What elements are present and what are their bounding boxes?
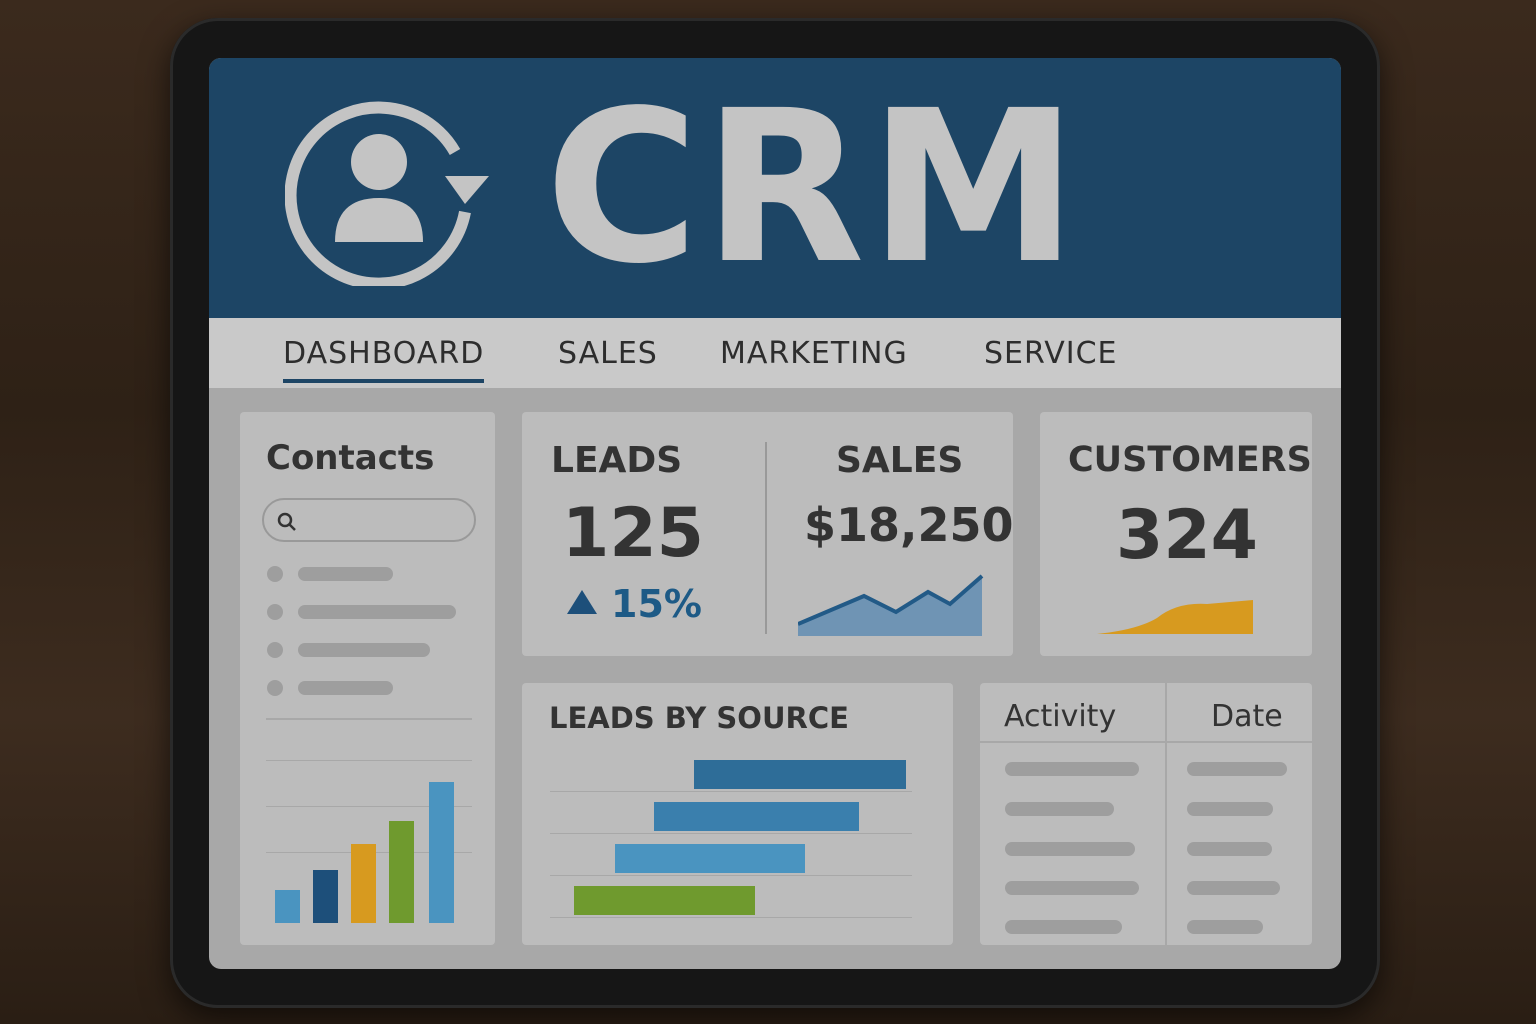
sales-value: $18,250 bbox=[804, 498, 1014, 552]
column-header-date[interactable]: Date bbox=[1211, 699, 1283, 734]
column-header-activity[interactable]: Activity bbox=[1004, 699, 1117, 734]
leads-value: 125 bbox=[562, 494, 704, 573]
contact-search-input[interactable] bbox=[262, 498, 476, 542]
customers-sparkline bbox=[1097, 600, 1253, 634]
contacts-title: Contacts bbox=[266, 438, 435, 478]
source-bar bbox=[694, 760, 906, 789]
activity-row[interactable] bbox=[1005, 920, 1122, 934]
app-title: CRM bbox=[545, 65, 1082, 310]
app-header: CRM bbox=[209, 58, 1341, 318]
tablet-screen: CRM DASHBOARD SALES MARKETING SERVICE Co… bbox=[209, 58, 1341, 969]
leads-by-source-title: LEADS BY SOURCE bbox=[549, 701, 849, 735]
date-cell bbox=[1187, 802, 1273, 816]
trend-up-icon bbox=[567, 590, 597, 614]
main-nav: DASHBOARD SALES MARKETING SERVICE bbox=[209, 318, 1341, 388]
crm-logo-icon bbox=[285, 101, 489, 286]
header-divider bbox=[980, 741, 1312, 743]
activity-table: Activity Date bbox=[980, 683, 1312, 945]
contacts-card: Contacts bbox=[240, 412, 495, 945]
contacts-bar bbox=[275, 890, 300, 923]
gridline bbox=[550, 917, 912, 918]
activity-row[interactable] bbox=[1005, 802, 1114, 816]
contacts-bar bbox=[313, 870, 338, 923]
gridline bbox=[550, 791, 912, 792]
sales-label: SALES bbox=[836, 440, 964, 481]
column-divider bbox=[1165, 683, 1167, 945]
contact-avatar bbox=[267, 680, 283, 696]
activity-row[interactable] bbox=[1005, 842, 1135, 856]
source-bar bbox=[654, 802, 859, 831]
divider bbox=[765, 442, 767, 634]
date-cell bbox=[1187, 842, 1272, 856]
sales-sparkline bbox=[798, 574, 984, 636]
leads-by-source-card: LEADS BY SOURCE bbox=[522, 683, 953, 945]
contact-avatar bbox=[267, 604, 283, 620]
tab-sales[interactable]: SALES bbox=[558, 336, 658, 371]
activity-row[interactable] bbox=[1005, 762, 1139, 776]
gridline bbox=[266, 760, 472, 761]
contact-list-item[interactable] bbox=[298, 681, 393, 695]
leads-change: 15% bbox=[611, 582, 702, 626]
date-cell bbox=[1187, 762, 1287, 776]
contact-list-item[interactable] bbox=[298, 567, 393, 581]
divider bbox=[266, 718, 472, 720]
contact-list-item[interactable] bbox=[298, 643, 430, 657]
tab-dashboard[interactable]: DASHBOARD bbox=[283, 336, 485, 383]
contact-list-item[interactable] bbox=[298, 605, 456, 619]
contacts-bar bbox=[429, 782, 454, 923]
search-icon bbox=[277, 512, 296, 531]
source-bar bbox=[615, 844, 805, 873]
date-cell bbox=[1187, 920, 1263, 934]
contact-avatar bbox=[267, 642, 283, 658]
customers-card: CUSTOMERS 324 bbox=[1040, 412, 1312, 656]
gridline bbox=[550, 833, 912, 834]
leads-label: LEADS bbox=[551, 440, 683, 481]
gridline bbox=[550, 875, 912, 876]
tab-marketing[interactable]: MARKETING bbox=[720, 336, 908, 371]
customers-label: CUSTOMERS bbox=[1068, 440, 1312, 480]
source-bar bbox=[574, 886, 755, 915]
contact-avatar bbox=[267, 566, 283, 582]
leads-sales-card: LEADS 125 15% SALES $18,250 bbox=[522, 412, 1014, 656]
date-cell bbox=[1187, 881, 1280, 895]
customers-value: 324 bbox=[1116, 496, 1258, 575]
contacts-bar bbox=[351, 844, 376, 923]
activity-row[interactable] bbox=[1005, 881, 1139, 895]
contacts-bar bbox=[389, 821, 414, 923]
tab-service[interactable]: SERVICE bbox=[984, 336, 1118, 371]
gridline bbox=[266, 806, 472, 807]
